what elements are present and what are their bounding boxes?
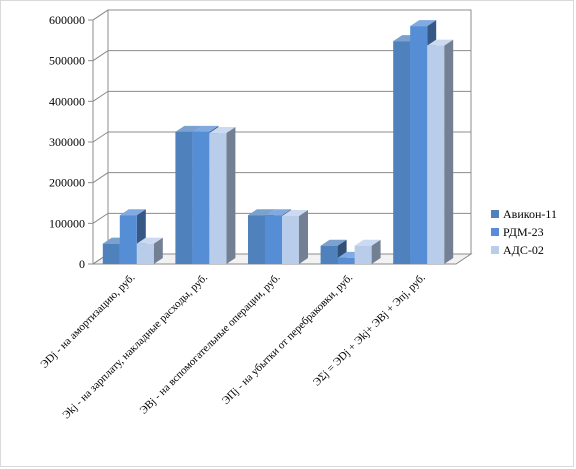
bar: [354, 239, 381, 264]
legend-swatch: [491, 210, 499, 218]
bar-top: [248, 209, 274, 216]
bar: [209, 127, 236, 264]
bar-front: [136, 243, 154, 264]
bar-front: [192, 131, 210, 264]
y-tick-label: 200000: [49, 176, 85, 190]
bar-front: [410, 26, 428, 264]
bar-top: [354, 239, 381, 246]
bar-top: [209, 127, 236, 134]
bar-side: [444, 39, 454, 265]
bar-top: [282, 210, 308, 217]
bar-top: [175, 125, 202, 132]
y-tick-label: 0: [79, 257, 85, 271]
bar-front: [354, 245, 372, 264]
gridline: [92, 131, 471, 143]
bar-top: [410, 20, 437, 27]
y-tick-label: 100000: [49, 216, 85, 230]
bar-front: [337, 257, 355, 264]
bar-top: [192, 125, 219, 132]
y-tick-label: 500000: [49, 54, 85, 68]
bar-top: [265, 209, 291, 216]
bar-top: [136, 237, 163, 244]
bar-front: [265, 215, 282, 264]
gridline: [92, 50, 471, 62]
legend-swatch: [491, 228, 499, 236]
bar-front: [282, 216, 299, 264]
bar-side: [371, 239, 381, 264]
bar: [282, 210, 308, 264]
legend-label: РДМ-23: [503, 225, 544, 239]
bar-front: [102, 243, 120, 264]
y-axis: 0 100000 200000 300000 400000 500000 600000: [49, 13, 93, 271]
bar-front: [320, 245, 338, 264]
bar-top: [427, 39, 454, 46]
gridline: [92, 172, 471, 184]
bar: [136, 237, 163, 264]
y-tick-label: 600000: [49, 13, 85, 27]
bars: [102, 20, 454, 265]
bar-side: [226, 127, 236, 264]
bar-front: [248, 215, 265, 264]
y-tick-label: 400000: [49, 94, 85, 108]
gridline: [92, 212, 471, 224]
bar-side: [153, 237, 163, 264]
gridline: [92, 90, 471, 102]
bar-front: [209, 133, 227, 264]
legend-label: Авикон-11: [503, 207, 557, 221]
legend-label: АДС-02: [503, 243, 544, 257]
bar-top: [320, 239, 347, 246]
bar-front: [175, 131, 193, 264]
legend-swatch: [491, 246, 499, 254]
bar-side: [299, 210, 308, 264]
bar-top: [119, 209, 146, 216]
y-tick-label: 300000: [49, 135, 85, 149]
legend: Авикон-11 РДМ-23 АДС-02: [491, 207, 557, 257]
gridline: [92, 9, 471, 21]
bar-front: [427, 45, 445, 265]
bar-front: [393, 41, 411, 264]
bar: [427, 39, 454, 265]
bar-front: [119, 215, 137, 264]
